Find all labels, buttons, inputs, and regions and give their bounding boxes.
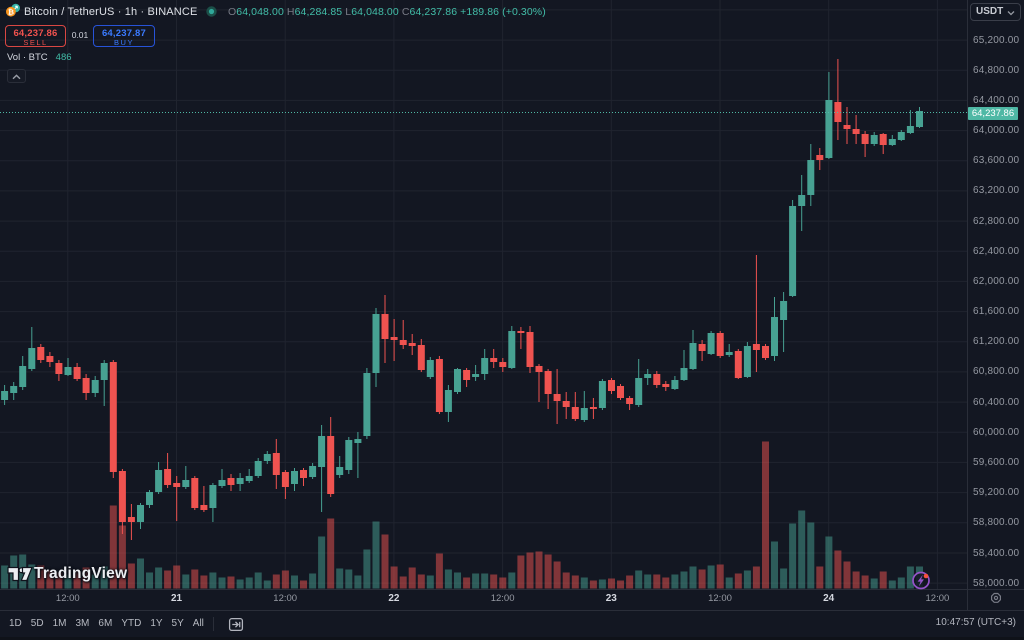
svg-text:₿: ₿ — [8, 8, 14, 17]
